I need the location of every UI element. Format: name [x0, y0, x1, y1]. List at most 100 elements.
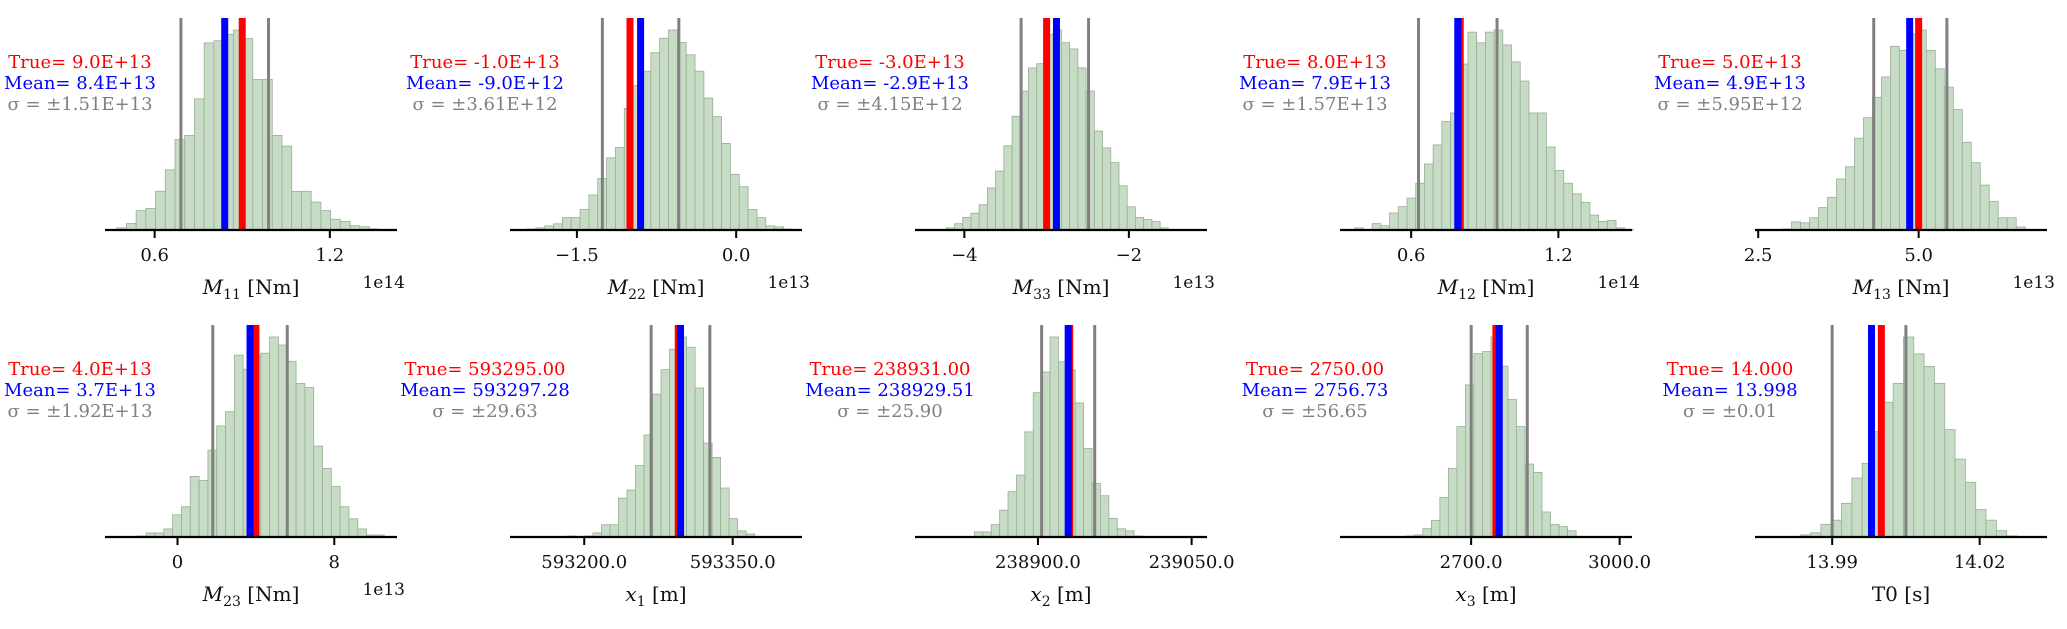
histogram-bar [1537, 112, 1547, 231]
x-tick-label: 593200.0 [541, 552, 627, 573]
x-axis-label-subscript: 11 [223, 287, 241, 303]
histogram-bar [164, 169, 176, 231]
histogram-bar [659, 37, 669, 231]
histogram-bar [233, 354, 244, 538]
x-axis-label-unit: [Nm] [241, 582, 299, 606]
mean-value-text: Mean= 8.4E+13 [4, 73, 156, 94]
histogram-bar [189, 475, 200, 538]
sigma-value-text: σ = ±1.57E+13 [1242, 94, 1387, 115]
histogram-bar [1820, 523, 1832, 538]
x-tick-label: 13.99 [1806, 552, 1858, 573]
x-axis-label-symbol: M [202, 582, 224, 606]
x-tick-label: −1.5 [555, 245, 599, 266]
histogram-bar [1854, 137, 1864, 231]
histogram-bar [570, 217, 581, 231]
x-axis-label: M12 [Nm] [1437, 275, 1535, 303]
histogram-bar [1473, 353, 1483, 538]
histogram-bar [1841, 502, 1853, 538]
histogram-bar [1952, 109, 1963, 231]
x-axis-label-unit: [Nm] [1476, 275, 1534, 299]
histogram-bar [561, 217, 572, 231]
histogram-bar [990, 524, 1001, 538]
mean-value-text: Mean= 2756.73 [1242, 380, 1389, 401]
histogram-bar [1563, 182, 1573, 231]
histogram-bar [635, 465, 645, 538]
histogram-bar [1961, 141, 1972, 231]
histogram-bar [1441, 121, 1451, 231]
histogram-bar [685, 54, 696, 231]
histogram-bar [999, 509, 1009, 538]
histogram-bar [1110, 162, 1120, 231]
histogram-bar [1100, 495, 1110, 538]
sigma-value-text: σ = ±0.01 [1683, 401, 1777, 422]
histogram-bar [1845, 166, 1855, 231]
axis-offset-label: 1e13 [767, 273, 810, 293]
histogram-bar [1554, 170, 1565, 231]
x-tick-label: 3000.0 [1588, 552, 1651, 573]
histogram-bar [1003, 145, 1013, 231]
sigma-value-text: σ = ±5.95E+12 [1657, 94, 1802, 115]
histogram-bar [348, 518, 359, 538]
histogram-bar [1151, 221, 1161, 231]
x-tick-label: −4 [951, 245, 978, 266]
x-axis-label-symbol: M [1012, 275, 1034, 299]
histogram-bar [1118, 185, 1128, 231]
x-axis-label: M11 [Nm] [202, 275, 300, 303]
histogram-bar [1011, 115, 1021, 231]
histogram-bar [1430, 519, 1441, 538]
histogram-bar [1985, 519, 1997, 538]
x-axis-label-symbol: x [1455, 582, 1466, 606]
histogram-bar [1881, 76, 1891, 231]
x-tick-label: 238900.0 [995, 552, 1081, 573]
histogram-bar [155, 190, 166, 231]
x-axis-label-symbol: x [625, 582, 636, 606]
histogram-bar [986, 187, 997, 231]
histogram-bar [1934, 68, 1945, 231]
x-tick-label: 0.6 [1397, 245, 1426, 266]
x-axis-label-subscript: 3 [1467, 594, 1476, 610]
histogram-bar [618, 497, 628, 538]
histogram-bar [1028, 67, 1038, 231]
histogram-bar [1507, 399, 1517, 538]
x-axis-label-unit: [m] [1476, 582, 1517, 606]
histogram-bar [1598, 221, 1608, 231]
true-value-text: True= 8.0E+13 [1243, 52, 1386, 73]
histogram-bar [1836, 178, 1846, 231]
true-value-text: True= 4.0E+13 [8, 359, 151, 380]
histogram-bar [1102, 147, 1112, 231]
histogram-bar [1925, 50, 1936, 231]
histogram-bar [1456, 426, 1466, 538]
histogram-bar [721, 143, 731, 231]
histogram-bar [1074, 402, 1085, 538]
histogram-bar [1851, 477, 1863, 538]
histogram-bar [1415, 182, 1425, 231]
histogram-bar [1954, 458, 1966, 538]
x-axis-label-symbol: T0 [1872, 582, 1898, 606]
histogram-bar [172, 514, 182, 538]
x-axis-label: M22 [Nm] [607, 275, 705, 303]
mean-value-text: Mean= -2.9E+13 [811, 73, 969, 94]
histogram-bar [1923, 366, 1935, 538]
x-tick-label: 239050.0 [1149, 552, 1235, 573]
x-tick-label: 593350.0 [690, 552, 776, 573]
histogram-bar [1970, 162, 1981, 231]
histogram-bar [1533, 472, 1543, 538]
histogram-bar [1049, 336, 1059, 538]
histogram-bar [1979, 184, 1990, 231]
histogram-panel: 238900.0 239050.0 x2 [m] True= 238931.00Mea… [805, 325, 1235, 610]
x-axis-label-unit: [Nm] [1051, 275, 1109, 299]
sigma-value-text: σ = ±56.65 [1262, 401, 1367, 422]
histogram-bar [1541, 511, 1551, 538]
x-axis-label-subscript: 13 [1873, 287, 1891, 303]
histogram-bar [1061, 42, 1071, 231]
histogram-bar [1482, 351, 1492, 538]
true-value-text: True= 9.0E+13 [8, 52, 151, 73]
sigma-value-text: σ = ±3.61E+12 [412, 94, 557, 115]
histogram-bar [1519, 80, 1530, 231]
sigma-value-text: σ = ±1.51E+13 [7, 94, 152, 115]
